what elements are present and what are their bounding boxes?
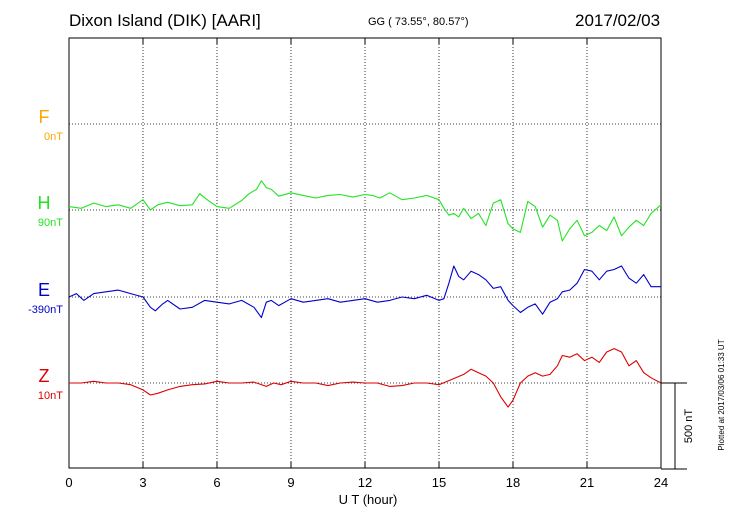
x-axis-label: U T (hour) [339, 492, 398, 507]
series-baseline-z: 10nT [38, 390, 63, 402]
geographic-coordinates: GG ( 73.55°, 80.57°) [368, 16, 469, 28]
x-tick-label: 0 [65, 475, 72, 490]
plotted-timestamp: Plotted at 2017/03/06 01:33 UT [717, 339, 726, 450]
x-tick-label: 3 [139, 475, 146, 490]
x-tick-label: 6 [213, 475, 220, 490]
x-tick-label: 9 [287, 475, 294, 490]
series-label-h: H [38, 193, 51, 213]
scale-bar-label: 500 nT [683, 409, 695, 444]
x-tick-label: 12 [358, 475, 372, 490]
x-tick-label: 21 [580, 475, 594, 490]
series-baseline-e: -390nT [28, 304, 63, 316]
x-tick-label: 15 [432, 475, 446, 490]
series-line-h [68, 180, 662, 242]
plot-frame [68, 37, 662, 469]
series-label-e: E [38, 280, 50, 300]
series-label-z: Z [39, 366, 50, 386]
x-tick-label: 18 [506, 475, 520, 490]
series-line-z [69, 348, 662, 408]
x-tick-label: 24 [654, 475, 668, 490]
series-label-f: F [39, 107, 50, 127]
series-baseline-f: 0nT [44, 131, 63, 143]
series-baseline-h: 90nT [38, 217, 63, 229]
station-title: Dixon Island (DIK) [AARI] [69, 11, 261, 30]
date-label: 2017/02/03 [575, 11, 661, 30]
series-line-e [68, 265, 661, 319]
